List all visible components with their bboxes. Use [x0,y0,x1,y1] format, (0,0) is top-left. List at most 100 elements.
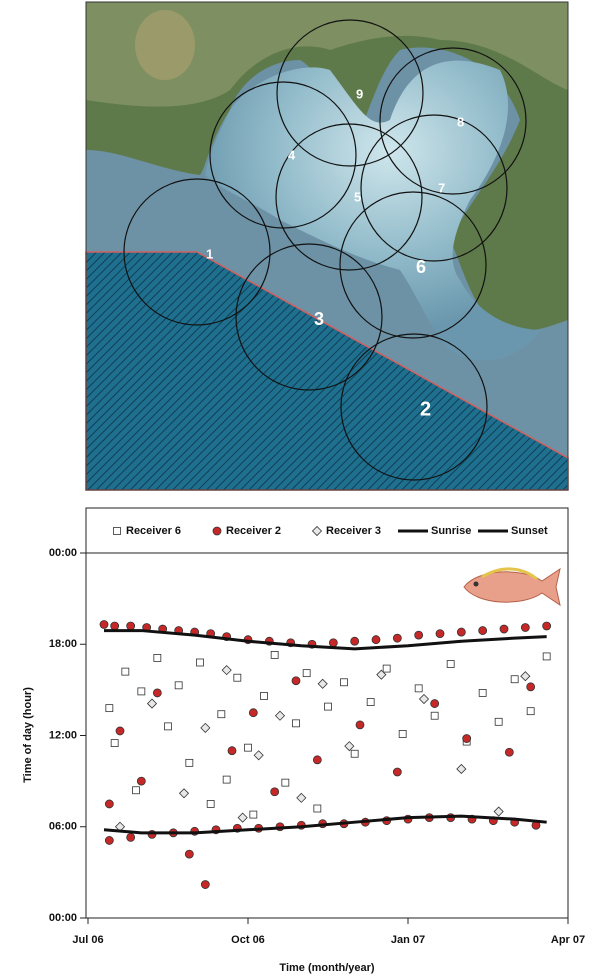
data-point [505,748,513,756]
data-point [383,665,390,672]
data-point [100,620,108,628]
x-axis-title: Time (month/year) [279,962,374,974]
data-point [479,689,486,696]
data-point [325,703,332,710]
legend-label: Receiver 6 [126,525,181,537]
data-point [415,685,422,692]
map-lake [135,10,195,80]
data-point [254,751,263,760]
x-tick-label: Oct 06 [231,934,265,946]
data-point [234,674,241,681]
data-point [457,764,466,773]
receiver-label: 5 [354,189,361,204]
data-point [250,811,257,818]
data-point [180,789,189,798]
data-point [303,670,310,677]
data-point [245,744,252,751]
data-point [415,631,423,639]
data-point [105,800,113,808]
data-point [447,661,454,668]
data-point [153,689,161,697]
data-point [282,779,289,786]
receiver-label: 2 [420,398,431,420]
data-point [222,666,231,675]
data-point [372,636,380,644]
data-point [127,622,135,630]
x-tick-label: Jan 07 [391,934,425,946]
data-point [431,712,438,719]
data-point [313,756,321,764]
data-point [207,800,214,807]
y-tick-label: 18:00 [49,638,77,650]
receiver-label: 1 [206,246,213,261]
data-point [341,679,348,686]
x-tick-label: Apr 07 [551,934,585,946]
data-point [106,705,113,712]
receiver-label: 9 [356,86,363,101]
data-point [105,836,113,844]
data-point [318,679,327,688]
receiver-label: 8 [457,114,464,129]
data-point [127,833,135,841]
legend-label: Receiver 2 [226,525,281,537]
data-point [218,711,225,718]
data-point [351,750,358,757]
data-point [228,747,236,755]
data-point [201,881,209,889]
data-point [238,813,247,822]
data-point [399,730,406,737]
x-tick-label: Jul 06 [72,934,103,946]
data-point [527,683,535,691]
data-point [154,654,161,661]
data-point [457,628,465,636]
data-point [463,735,471,743]
data-point [521,624,529,632]
data-point [356,721,364,729]
data-point [314,805,321,812]
data-point [111,740,118,747]
y-axis-title: Time of day (hour) [22,687,34,783]
data-point [276,711,285,720]
legend-swatch [313,527,322,536]
data-point [148,699,157,708]
data-point [201,723,210,732]
data-point [249,709,257,717]
legend-label: Sunset [511,525,548,537]
data-point [223,776,230,783]
data-point [271,651,278,658]
receiver-label: 7 [438,180,445,195]
data-point [185,850,193,858]
data-point [420,695,429,704]
data-point [500,625,508,633]
data-point [329,639,337,647]
data-point [137,777,145,785]
data-point [297,793,306,802]
receiver-label: 4 [288,147,296,162]
data-point [351,637,359,645]
y-tick-label: 00:00 [49,547,77,559]
data-point [133,787,140,794]
legend-label: Receiver 3 [326,525,381,537]
y-tick-label: 12:00 [49,729,77,741]
data-point [495,718,502,725]
data-point [527,708,534,715]
data-point [261,692,268,699]
data-point [511,676,518,683]
data-point [165,723,172,730]
legend-swatch [213,527,221,535]
data-point [436,630,444,638]
figure: 1 2 3 4 5 6 7 8 9 Time of day (hour) Tim… [0,0,593,978]
data-point [197,659,204,666]
receiver-label: 6 [416,257,426,277]
data-point [122,668,129,675]
data-point [393,634,401,642]
data-point [367,699,374,706]
data-point [116,727,124,735]
data-point [293,720,300,727]
data-point [494,807,503,816]
data-point [271,788,279,796]
fish-illustration [464,569,560,605]
data-point [521,672,530,681]
map: 1 2 3 4 5 6 7 8 9 [86,2,568,490]
y-tick-label: 00:00 [49,912,77,924]
